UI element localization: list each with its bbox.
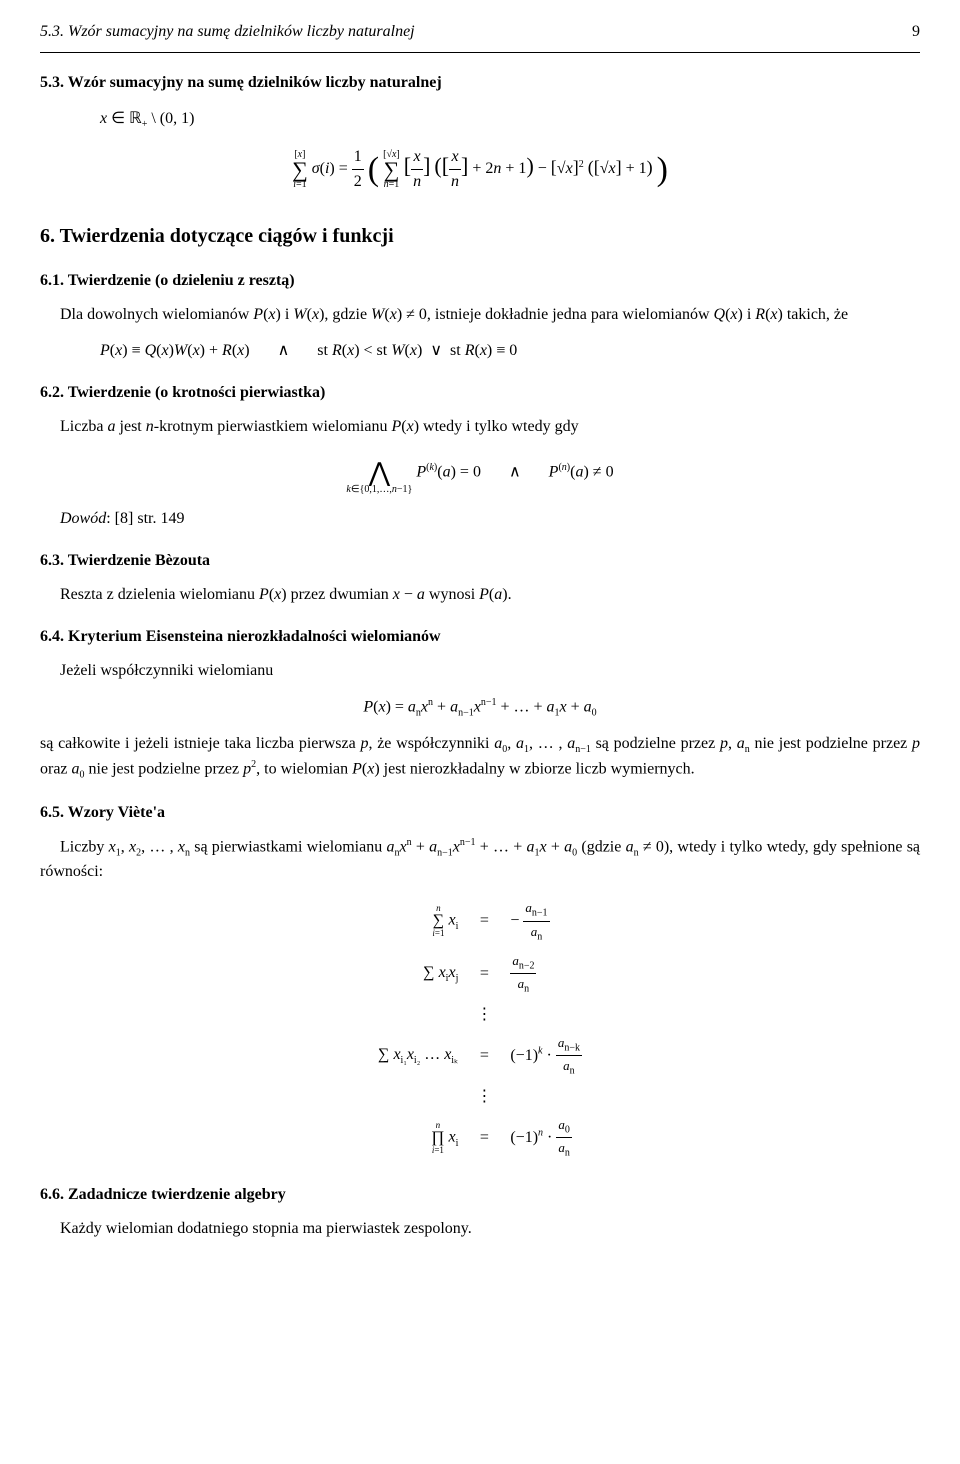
section-6-6-body: Każdy wielomian dodatniego stopnia ma pi… xyxy=(40,1217,920,1241)
section-6-title: 6. Twierdzenia dotyczące ciągów i funkcj… xyxy=(40,221,920,251)
section-6-3-body: Reszta z dzielenia wielomianu P(x) przez… xyxy=(40,583,920,607)
section-6-2-title: 6.2. Twierdzenie (o krotności pierwiastk… xyxy=(40,381,920,405)
multiplicity-formula: ⋀k∈{0,1,…,n−1} P(k)(a) = 0 ∧ P(n)(a) ≠ 0 xyxy=(40,451,920,494)
polynomial-general: P(x) = anxn + an−1xn−1 + … + a1x + a0 xyxy=(40,695,920,721)
section-6-2-body: Liczba a jest n-krotnym pierwiastkiem wi… xyxy=(40,415,920,439)
page-number: 9 xyxy=(912,20,920,44)
section-6-4-lead: Jeżeli współczynniki wielomianu xyxy=(40,659,920,683)
header-rule xyxy=(40,52,920,53)
section-6-6-title: 6.6. Zadadnicze twierdzenie algebry xyxy=(40,1183,920,1207)
section-6-1-title: 6.1. Twierdzenie (o dzieleniu z resztą) xyxy=(40,269,920,293)
header-section-ref: 5.3. Wzór sumacyjny na sumę dzielników l… xyxy=(40,23,415,40)
table-row: n∏i=1 xi = (−1)n · a0an xyxy=(370,1113,590,1163)
section-6-1-body: Dla dowolnych wielomianów P(x) i W(x), g… xyxy=(40,303,920,327)
page-header: 5.3. Wzór sumacyjny na sumę dzielników l… xyxy=(40,20,920,44)
viete-table: n∑i=1 xi = − an−1an ∑ xixj = an−2an ⋮ ∑ … xyxy=(368,894,592,1165)
table-row: ⋮ xyxy=(370,1001,590,1029)
section-6-2-proof-ref: Dowód: [8] str. 149 xyxy=(40,507,920,531)
section-6-5-title: 6.5. Wzory Viète'a xyxy=(40,801,920,825)
table-row: ⋮ xyxy=(370,1083,590,1111)
division-formula: P(x) ≡ Q(x)W(x) + R(x) ∧ st R(x) < st W(… xyxy=(100,339,920,363)
section-6-4-title: 6.4. Kryterium Eisensteina nierozkładaln… xyxy=(40,625,920,649)
table-row: ∑ xi₁xi₂ … xiₖ = (−1)k · an−kan xyxy=(370,1031,590,1081)
section-6-5-body: Liczby x1, x2, … , xn są pierwiastkami w… xyxy=(40,835,920,885)
domain-line: x ∈ ℝ+ \ (0, 1) xyxy=(100,107,920,132)
sigma-sum-formula: [x]∑i=1 σ(i) = 12 ( [√x]∑n=1 [xn] ([xn] … xyxy=(40,144,920,195)
table-row: ∑ xixj = an−2an xyxy=(370,949,590,999)
section-5-3-title: 5.3. Wzór sumacyjny na sumę dzielników l… xyxy=(40,71,920,95)
section-6-4-body: są całkowite i jeżeli istnieje taka licz… xyxy=(40,732,920,783)
table-row: n∑i=1 xi = − an−1an xyxy=(370,896,590,946)
section-6-3-title: 6.3. Twierdzenie Bèzouta xyxy=(40,549,920,573)
